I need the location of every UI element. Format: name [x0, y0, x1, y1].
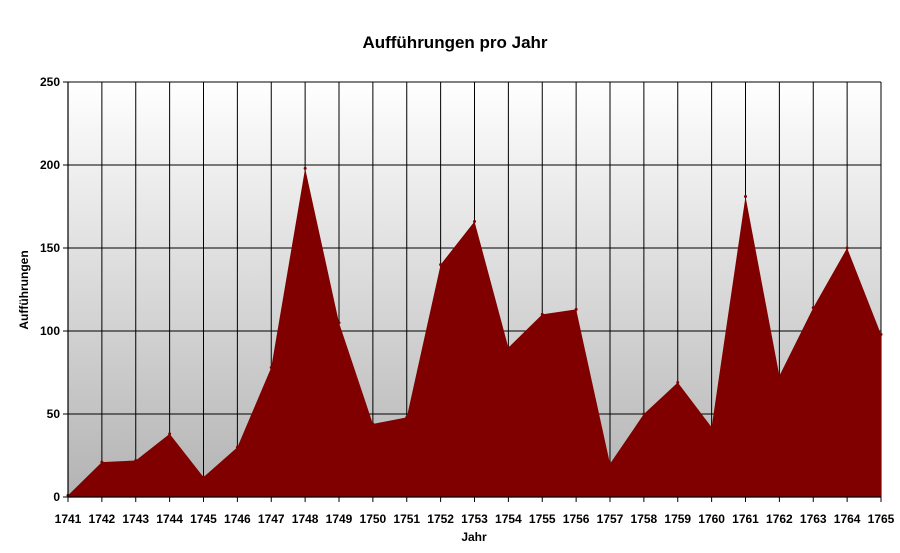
- data-point-1744: [168, 432, 172, 436]
- x-tick-label-1758: 1758: [631, 512, 658, 526]
- data-point-1755: [540, 312, 544, 316]
- y-tick-label-150: 150: [40, 241, 60, 255]
- x-tick-label-1742: 1742: [89, 512, 116, 526]
- y-tick-labels: 0 50 100 150 200 250: [40, 75, 60, 504]
- data-point-1743: [134, 458, 138, 462]
- y-tick-label-50: 50: [47, 407, 61, 421]
- x-tick-label-1747: 1747: [258, 512, 285, 526]
- x-tick-label-1745: 1745: [190, 512, 217, 526]
- data-point-1745: [202, 475, 205, 479]
- x-tick-label-1753: 1753: [461, 512, 488, 526]
- x-tick-label-1756: 1756: [563, 512, 590, 526]
- data-point-1757: [608, 462, 612, 466]
- x-tick-label-1759: 1759: [664, 512, 691, 526]
- data-point-1742: [100, 460, 104, 464]
- x-tick-label-1764: 1764: [834, 512, 861, 526]
- x-tick-label-1760: 1760: [698, 512, 725, 526]
- data-point-1746: [235, 445, 239, 449]
- x-tick-label-1754: 1754: [495, 512, 522, 526]
- data-point-1759: [676, 380, 680, 384]
- chart-title: Aufführungen pro Jahr: [362, 33, 547, 52]
- y-tick-label-100: 100: [40, 324, 60, 338]
- x-tick-label-1763: 1763: [800, 512, 827, 526]
- data-point-1756: [574, 307, 578, 311]
- x-tick-label-1750: 1750: [360, 512, 387, 526]
- data-point-1750: [371, 422, 375, 426]
- data-point-1753: [473, 219, 476, 223]
- x-axis-label: Jahr: [461, 530, 487, 544]
- data-point-1763: [811, 306, 815, 310]
- x-tick-label-1762: 1762: [766, 512, 793, 526]
- x-tick-labels: 1741 1742 1743 1744 1745 1746 1747 1748 1749 1750…: [55, 512, 895, 526]
- x-tick-label-1749: 1749: [326, 512, 353, 526]
- x-tick-label-1748: 1748: [292, 512, 319, 526]
- data-point-1765: [879, 332, 883, 336]
- axes: [63, 81, 882, 502]
- data-point-1760: [710, 425, 714, 429]
- y-tick-label-0: 0: [53, 490, 60, 504]
- x-tick-label-1755: 1755: [529, 512, 556, 526]
- data-point-1751: [405, 415, 409, 419]
- x-tick-label-1761: 1761: [732, 512, 759, 526]
- data-point-1762: [777, 374, 781, 378]
- data-point-1749: [337, 321, 341, 325]
- x-tick-label-1765: 1765: [868, 512, 895, 526]
- data-point-1754: [506, 346, 510, 350]
- series-area: [66, 166, 883, 497]
- series-area-path: [68, 168, 881, 497]
- x-tick-label-1757: 1757: [597, 512, 624, 526]
- y-axis-label: Aufführungen: [17, 250, 31, 329]
- data-point-1758: [642, 412, 646, 416]
- data-point-1752: [439, 263, 443, 267]
- x-tick-label-1752: 1752: [427, 512, 454, 526]
- x-tick-label-1751: 1751: [393, 512, 420, 526]
- x-tick-label-1744: 1744: [156, 512, 183, 526]
- x-tick-label-1746: 1746: [224, 512, 251, 526]
- data-point-1747: [269, 366, 273, 370]
- x-tick-label-1743: 1743: [122, 512, 149, 526]
- y-tick-label-200: 200: [40, 158, 60, 172]
- x-tick-label-1741: 1741: [55, 512, 82, 526]
- y-tick-label-250: 250: [40, 75, 60, 89]
- data-point-1748: [303, 166, 307, 170]
- data-point-1761: [744, 195, 747, 199]
- data-point-1764: [845, 246, 849, 250]
